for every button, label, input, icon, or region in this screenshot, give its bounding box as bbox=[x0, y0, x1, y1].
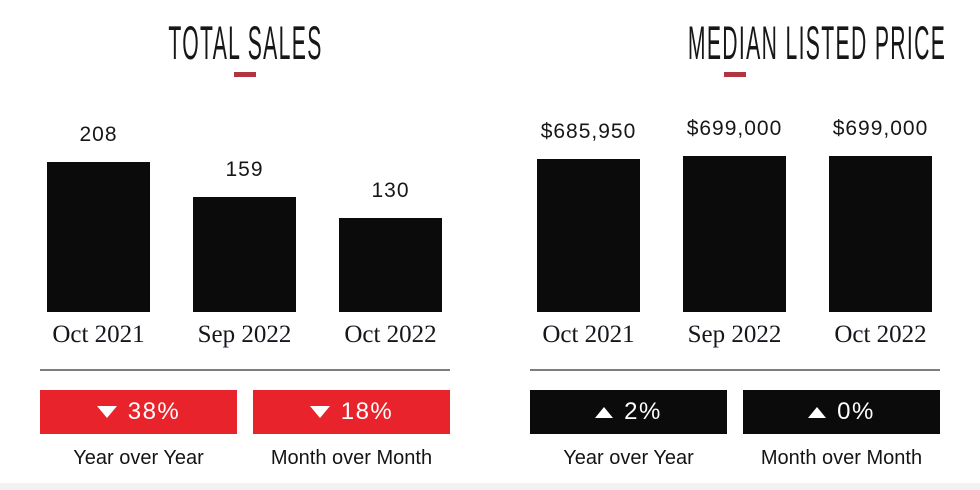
bottom-edge-strip bbox=[0, 483, 980, 490]
mom-change-badge: 18% bbox=[253, 390, 450, 434]
up-arrow-icon bbox=[808, 406, 827, 418]
bar-category-label: Oct 2022 bbox=[834, 321, 927, 348]
chart-title-text: TOTAL SALES bbox=[167, 16, 323, 69]
bar-category-label: Oct 2021 bbox=[542, 321, 635, 348]
bar-value-label: 159 bbox=[225, 158, 264, 181]
bar-group: $699,000 bbox=[829, 117, 932, 312]
bar bbox=[829, 156, 932, 312]
total-sales-chart: TOTAL SALES 208 159 130 Oct 2021 Sep 202… bbox=[40, 0, 450, 490]
divider-line bbox=[530, 369, 940, 371]
bar-category-label: Oct 2022 bbox=[344, 321, 437, 348]
bar-category-label: Oct 2021 bbox=[52, 321, 145, 348]
badge-percent: 2% bbox=[624, 398, 662, 425]
title-underline-dash bbox=[724, 72, 746, 77]
median-listed-price-chart: MEDIAN LISTED PRICE $685,950 $699,000 $6… bbox=[530, 0, 945, 490]
bars-row: $685,950 $699,000 $699,000 bbox=[537, 0, 932, 312]
categories-row: Oct 2021 Sep 2022 Oct 2022 bbox=[537, 321, 932, 349]
bar bbox=[47, 162, 150, 312]
bar-value-label: 208 bbox=[79, 123, 118, 146]
badge-caption: Year over Year bbox=[73, 447, 204, 469]
bar-group: $699,000 bbox=[683, 117, 786, 312]
badge-captions-row: Year over Year Month over Month bbox=[40, 446, 450, 470]
divider-line bbox=[40, 369, 450, 371]
badge-percent: 0% bbox=[837, 398, 875, 425]
badge-percent: 18% bbox=[340, 398, 394, 425]
yoy-change-badge: 2% bbox=[530, 390, 727, 434]
badge-caption: Month over Month bbox=[270, 447, 433, 469]
bar-value-label: 130 bbox=[371, 179, 410, 202]
badges-row: 2% 0% bbox=[530, 390, 940, 434]
badge-caption: Month over Month bbox=[760, 447, 923, 469]
up-arrow-icon bbox=[595, 406, 614, 418]
bar bbox=[339, 218, 442, 312]
mom-change-badge: 0% bbox=[743, 390, 940, 434]
bar-value-label: $685,950 bbox=[540, 120, 637, 143]
chart-title: MEDIAN LISTED PRICE bbox=[530, 19, 945, 66]
bars-row: 208 159 130 bbox=[47, 0, 442, 312]
badge-captions-row: Year over Year Month over Month bbox=[530, 446, 940, 470]
bar-value-label: $699,000 bbox=[686, 117, 783, 140]
bar-group: 130 bbox=[339, 179, 442, 312]
yoy-change-badge: 38% bbox=[40, 390, 237, 434]
bar-group: 159 bbox=[193, 158, 296, 312]
bar-group: 208 bbox=[47, 123, 150, 312]
badge-percent: 38% bbox=[127, 398, 181, 425]
bar bbox=[193, 197, 296, 312]
bar-value-label: $699,000 bbox=[832, 117, 929, 140]
bar bbox=[537, 159, 640, 312]
bar-category-label: Sep 2022 bbox=[687, 321, 782, 348]
badges-row: 38% 18% bbox=[40, 390, 450, 434]
down-arrow-icon bbox=[309, 406, 330, 418]
chart-title-text: MEDIAN LISTED PRICE bbox=[687, 16, 947, 69]
bar bbox=[683, 156, 786, 312]
bar-group: $685,950 bbox=[537, 120, 640, 312]
chart-title: TOTAL SALES bbox=[40, 19, 450, 66]
categories-row: Oct 2021 Sep 2022 Oct 2022 bbox=[47, 321, 442, 349]
down-arrow-icon bbox=[96, 406, 117, 418]
badge-caption: Year over Year bbox=[563, 447, 694, 469]
bar-category-label: Sep 2022 bbox=[197, 321, 292, 348]
title-underline-dash bbox=[234, 72, 256, 77]
